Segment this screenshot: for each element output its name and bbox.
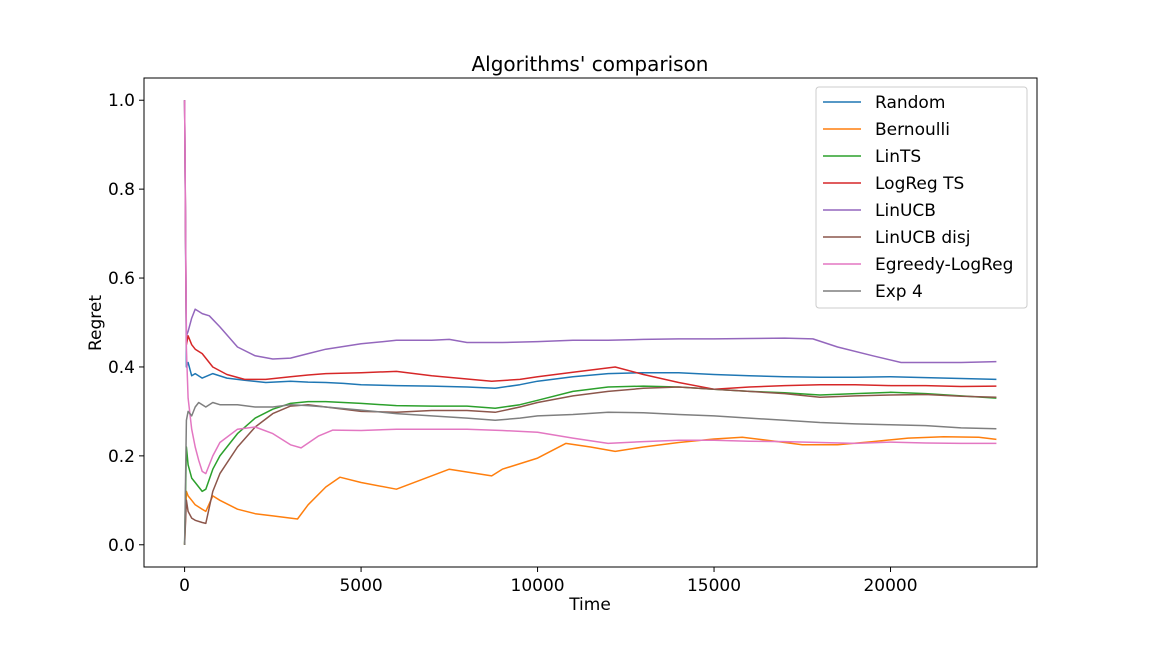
chart-title: Algorithms' comparison bbox=[471, 52, 708, 76]
x-tick-label: 15000 bbox=[687, 576, 741, 596]
y-axis-label: Regret bbox=[86, 295, 106, 351]
legend: Random Bernoulli LinTS LogReg TS LinUCB LinUC… bbox=[815, 86, 1028, 309]
series-line-7 bbox=[183, 401, 997, 545]
y-tick-label: 1.0 bbox=[108, 91, 135, 111]
legend-label-7: Exp 4 bbox=[875, 282, 923, 302]
y-axis: 0.0 0.2 0.4 0.6 0.8 1.0 bbox=[108, 91, 144, 556]
x-tick-label: 0 bbox=[179, 576, 190, 596]
y-tick-label: 0.0 bbox=[108, 536, 135, 556]
legend-box bbox=[815, 86, 1028, 309]
series-line-4 bbox=[183, 100, 997, 364]
series-line-5 bbox=[183, 386, 997, 545]
series-line-0 bbox=[183, 100, 997, 390]
plot-area-frame bbox=[143, 77, 1038, 568]
legend-label-5: LinUCB disj bbox=[875, 228, 970, 248]
legend-label-1: Bernoulli bbox=[875, 120, 950, 140]
y-tick-label: 0.2 bbox=[108, 447, 135, 467]
x-tick-label: 20000 bbox=[863, 576, 917, 596]
legend-label-6: Egreedy-LogReg bbox=[875, 255, 1013, 275]
series-line-1 bbox=[183, 435, 997, 545]
x-tick-label: 10000 bbox=[511, 576, 565, 596]
legend-label-4: LinUCB bbox=[875, 201, 936, 221]
legend-items: Random Bernoulli LinTS LogReg TS LinUCB LinUC… bbox=[823, 93, 1013, 302]
legend-label-2: LinTS bbox=[875, 147, 921, 167]
series-line-2 bbox=[183, 385, 997, 545]
series-line-3 bbox=[183, 100, 997, 390]
legend-label-0: Random bbox=[875, 93, 945, 113]
series-line-6 bbox=[183, 100, 997, 475]
y-tick-label: 0.6 bbox=[108, 269, 135, 289]
x-tick-label: 5000 bbox=[339, 576, 382, 596]
y-tick-label: 0.4 bbox=[108, 358, 135, 378]
y-tick-label: 0.8 bbox=[108, 180, 135, 200]
series-layer bbox=[183, 100, 997, 545]
x-axis-label: Time bbox=[568, 595, 611, 615]
legend-label-3: LogReg TS bbox=[875, 174, 964, 194]
x-axis: 0 5000 10000 15000 20000 bbox=[179, 567, 918, 596]
